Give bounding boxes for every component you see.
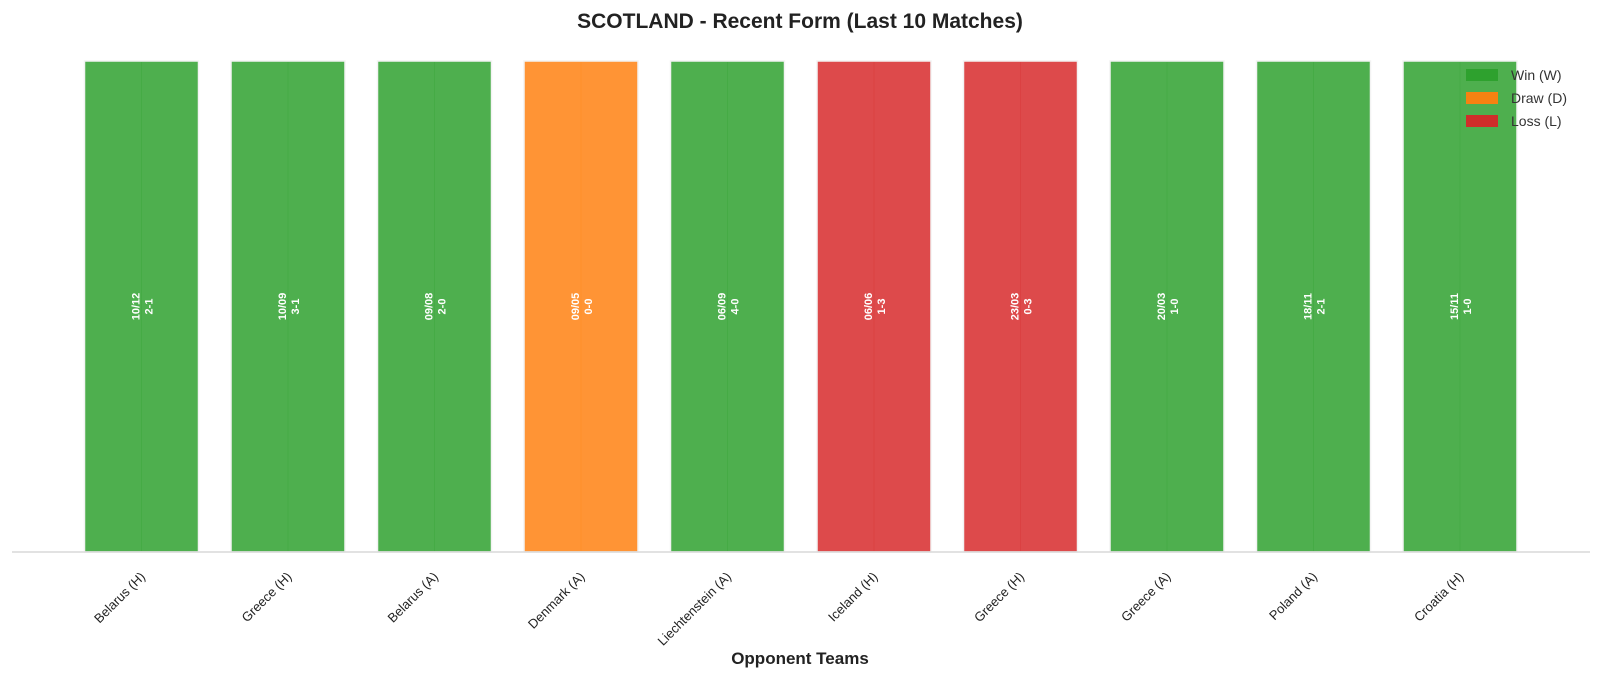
bar-date-label: 20/03 bbox=[1156, 293, 1168, 321]
x-tick-label: Greece (A) bbox=[1118, 569, 1174, 625]
x-tick-3: Belarus (A) bbox=[384, 569, 441, 626]
legend-swatch bbox=[1466, 69, 1498, 81]
bar-date-label: 10/12 bbox=[131, 293, 143, 321]
legend-label: Loss (L) bbox=[1511, 113, 1562, 129]
bar-score-label: 3-1 bbox=[290, 299, 302, 315]
x-tick-label: Greece (H) bbox=[971, 569, 1027, 625]
bar-label-10: 15/11 1-0 bbox=[1449, 293, 1474, 320]
bar-label-9: 18/11 2-1 bbox=[1303, 293, 1328, 320]
bars-group bbox=[83, 60, 1518, 553]
bar-score-label: 4-0 bbox=[730, 299, 742, 315]
x-tick-9: Poland (A) bbox=[1266, 569, 1320, 623]
x-tick-label: Greece (H) bbox=[238, 569, 294, 625]
bar-label-2: 10/09 3-1 bbox=[277, 293, 302, 321]
x-tick-1: Belarus (H) bbox=[91, 569, 148, 626]
x-tick-8: Greece (A) bbox=[1118, 569, 1174, 625]
bar-3 bbox=[376, 60, 493, 553]
legend: Win (W) Draw (D) Loss (L) bbox=[1466, 67, 1567, 129]
bar-7 bbox=[962, 60, 1079, 553]
bar-label-6: 06/06 1-3 bbox=[863, 293, 888, 321]
bar-date-label: 06/06 bbox=[863, 293, 875, 321]
legend-label: Win (W) bbox=[1511, 67, 1562, 83]
bar-label-7: 23/03 0-3 bbox=[1010, 293, 1035, 321]
x-tick-label: Belarus (A) bbox=[384, 569, 441, 626]
x-tick-6: Iceland (H) bbox=[825, 569, 881, 625]
x-tick-label: Denmark (A) bbox=[525, 569, 588, 632]
legend-item-l: Loss (L) bbox=[1466, 113, 1562, 129]
x-tick-5: Liechtenstein (A) bbox=[654, 569, 734, 649]
bar-1 bbox=[83, 60, 200, 553]
bar-date-label: 23/03 bbox=[1010, 293, 1022, 321]
bar-label-8: 20/03 1-0 bbox=[1156, 293, 1181, 321]
legend-swatch bbox=[1466, 115, 1498, 127]
bar-date-label: 06/09 bbox=[717, 293, 729, 321]
bar-date-label: 09/05 bbox=[570, 293, 582, 321]
chart-title: SCOTLAND - Recent Form (Last 10 Matches) bbox=[577, 10, 1023, 33]
bar-labels-group: 10/12 2-1 10/09 3-1 09/08 2-0 09/05 0-0 06/09 4-0… bbox=[131, 293, 1475, 321]
bar-6 bbox=[816, 60, 932, 553]
bar-label-3: 09/08 2-0 bbox=[424, 293, 449, 321]
x-tick-label: Poland (A) bbox=[1266, 569, 1320, 623]
bar-score-label: 2-1 bbox=[144, 299, 156, 315]
x-tick-4: Denmark (A) bbox=[525, 569, 588, 632]
legend-label: Draw (D) bbox=[1511, 90, 1567, 106]
bar-label-5: 06/09 4-0 bbox=[717, 293, 742, 321]
x-tick-label: Liechtenstein (A) bbox=[654, 569, 734, 649]
bar-score-label: 2-1 bbox=[1316, 299, 1328, 315]
bar-2 bbox=[230, 60, 346, 553]
bar-score-label: 2-0 bbox=[437, 299, 449, 315]
legend-item-w: Win (W) bbox=[1466, 67, 1562, 83]
bar-score-label: 1-0 bbox=[1462, 299, 1474, 315]
bar-5 bbox=[669, 60, 786, 553]
bar-label-1: 10/12 2-1 bbox=[131, 293, 156, 321]
bar-score-label: 0-3 bbox=[1023, 299, 1035, 315]
bar-10 bbox=[1402, 60, 1518, 553]
bar-date-label: 18/11 bbox=[1303, 293, 1315, 320]
x-tick-label: Iceland (H) bbox=[825, 569, 881, 625]
x-tick-2: Greece (H) bbox=[238, 569, 294, 625]
x-tick-labels-group: Belarus (H) Greece (H) Belarus (A) Denmark … bbox=[91, 569, 1467, 649]
x-axis-label: Opponent Teams bbox=[731, 649, 869, 668]
bar-score-label: 1-0 bbox=[1169, 299, 1181, 315]
x-tick-10: Croatia (H) bbox=[1411, 569, 1467, 625]
bar-4 bbox=[523, 60, 639, 553]
bar-score-label: 1-3 bbox=[876, 299, 888, 315]
x-tick-label: Belarus (H) bbox=[91, 569, 148, 626]
legend-item-d: Draw (D) bbox=[1466, 90, 1567, 106]
bar-date-label: 10/09 bbox=[277, 293, 289, 321]
legend-swatch bbox=[1466, 92, 1498, 104]
bar-date-label: 15/11 bbox=[1449, 293, 1461, 320]
bar-date-label: 09/08 bbox=[424, 293, 436, 321]
bar-label-4: 09/05 0-0 bbox=[570, 293, 595, 321]
x-tick-label: Croatia (H) bbox=[1411, 569, 1467, 625]
bar-score-label: 0-0 bbox=[583, 299, 595, 315]
bar-8 bbox=[1109, 60, 1225, 553]
x-tick-7: Greece (H) bbox=[971, 569, 1027, 625]
